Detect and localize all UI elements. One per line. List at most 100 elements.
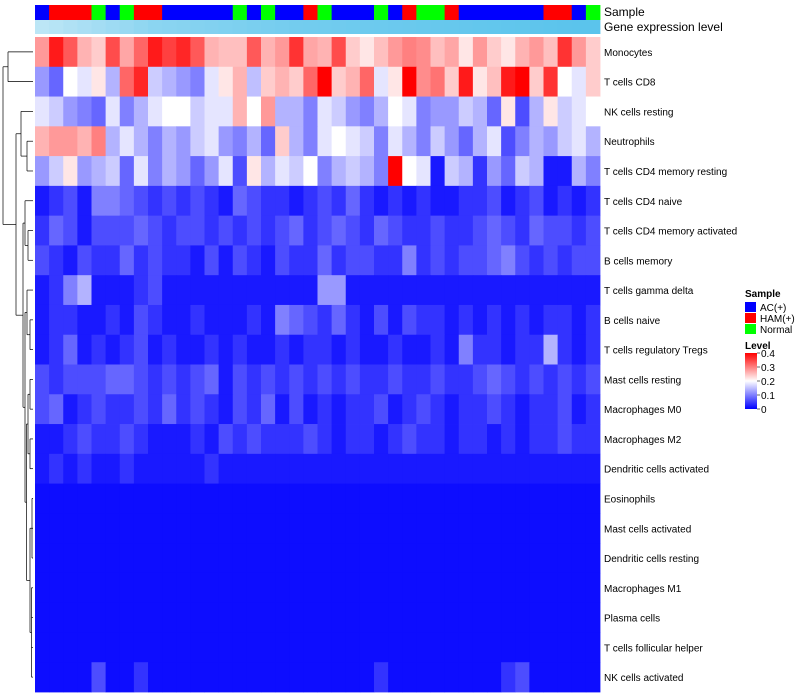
- heatmap-cell: [543, 96, 559, 127]
- heatmap-cell: [77, 602, 92, 633]
- heatmap-cell: [402, 424, 417, 455]
- heatmap-cell: [317, 572, 333, 604]
- heatmap-cell: [515, 126, 530, 157]
- heatmap-cell: [275, 96, 290, 127]
- heatmap-cell: [246, 185, 262, 217]
- expression-track-cell: [289, 20, 304, 34]
- heatmap-cell: [218, 126, 234, 157]
- heatmap-cell: [430, 662, 446, 693]
- heatmap-cell: [487, 37, 502, 68]
- heatmap-cell: [289, 543, 304, 574]
- heatmap-cell: [176, 156, 191, 187]
- heatmap-cell: [359, 126, 375, 157]
- expression-track-cell: [232, 20, 248, 34]
- heatmap-cell: [585, 424, 601, 455]
- heatmap-cell: [402, 66, 417, 97]
- heatmap-cell: [133, 602, 149, 633]
- heatmap-cell: [331, 275, 347, 306]
- heatmap-cell: [261, 304, 276, 336]
- heatmap-cell: [388, 483, 403, 514]
- heatmap-cell: [543, 453, 559, 484]
- row-dendrogram: [2, 51, 33, 678]
- sample-track-cell: [275, 5, 290, 20]
- heatmap-cell: [190, 96, 205, 127]
- heatmap-cell: [444, 632, 460, 663]
- heatmap-cell: [91, 483, 107, 514]
- heatmap-cell: [49, 215, 64, 246]
- heatmap-cell: [444, 126, 460, 157]
- expression-track-cell: [261, 20, 276, 34]
- heatmap-cell: [105, 275, 121, 306]
- heatmap-cell: [35, 275, 50, 306]
- heatmap-cell: [374, 215, 389, 246]
- heatmap-cell: [162, 156, 177, 187]
- heatmap-cell: [119, 513, 135, 544]
- heatmap-cell: [204, 572, 220, 604]
- heatmap-cell: [543, 632, 559, 663]
- heatmap-cell: [557, 96, 573, 127]
- legend-swatch: [745, 313, 756, 323]
- heatmap-cell: [529, 513, 544, 544]
- heatmap-cell: [543, 662, 559, 693]
- heatmap-cell: [176, 632, 191, 663]
- heatmap-cell: [557, 424, 573, 455]
- heatmap-cell: [148, 245, 163, 276]
- heatmap-cell: [63, 394, 78, 425]
- heatmap-cell: [190, 334, 205, 365]
- heatmap-cell: [317, 156, 333, 187]
- heatmap-cell: [317, 37, 333, 68]
- heatmap-cell: [472, 126, 488, 157]
- heatmap-cell: [261, 245, 276, 276]
- heatmap-cell: [359, 156, 375, 187]
- heatmap-cell: [487, 245, 502, 276]
- heatmap-cell: [246, 632, 262, 663]
- heatmap-cell: [345, 185, 361, 217]
- heatmap-cell: [359, 394, 375, 425]
- heatmap-cell: [444, 304, 460, 336]
- heatmap-cell: [515, 632, 530, 663]
- heatmap-cell: [359, 602, 375, 633]
- heatmap-cell: [444, 662, 460, 693]
- heatmap-cell: [472, 66, 488, 97]
- heatmap-cell: [317, 632, 333, 663]
- heatmap-cell: [49, 304, 64, 336]
- heatmap-cell: [49, 37, 64, 68]
- heatmap-cell: [345, 96, 361, 127]
- heatmap-cell: [204, 602, 220, 633]
- heatmap-cell: [331, 394, 347, 425]
- heatmap-cell: [416, 394, 431, 425]
- heatmap-cell: [119, 632, 135, 663]
- heatmap-cell: [515, 424, 530, 455]
- heatmap-cell: [458, 185, 474, 217]
- heatmap-cell: [119, 453, 135, 484]
- heatmap-cell: [148, 602, 163, 633]
- sample-track-cell: [176, 5, 191, 20]
- heatmap-cell: [515, 334, 530, 365]
- heatmap-cell: [176, 572, 191, 604]
- heatmap-cell: [487, 156, 502, 187]
- heatmap-cell: [317, 275, 333, 306]
- heatmap-cell: [35, 185, 50, 217]
- heatmap-cell: [585, 513, 601, 544]
- heatmap-cell: [529, 185, 544, 217]
- heatmap-cell: [557, 245, 573, 276]
- heatmap-cell: [543, 483, 559, 514]
- heatmap-cell: [458, 394, 474, 425]
- heatmap-cell: [246, 453, 262, 484]
- heatmap-cell: [303, 662, 318, 693]
- heatmap-cell: [501, 215, 516, 246]
- heatmap-cell: [416, 215, 431, 246]
- expression-track-cell: [430, 20, 446, 34]
- legend-level-title: Level: [745, 341, 771, 352]
- heatmap-cell: [388, 662, 403, 693]
- heatmap-cell: [402, 394, 417, 425]
- heatmap-cell: [275, 37, 290, 68]
- heatmap-cell: [374, 572, 389, 604]
- heatmap-cell: [162, 66, 177, 97]
- heatmap-cell: [374, 334, 389, 365]
- expression-track-cell: [63, 20, 78, 34]
- heatmap-cell: [190, 364, 205, 395]
- heatmap-cell: [359, 275, 375, 306]
- sample-track-cell: [487, 5, 502, 20]
- heatmap-cell: [585, 632, 601, 663]
